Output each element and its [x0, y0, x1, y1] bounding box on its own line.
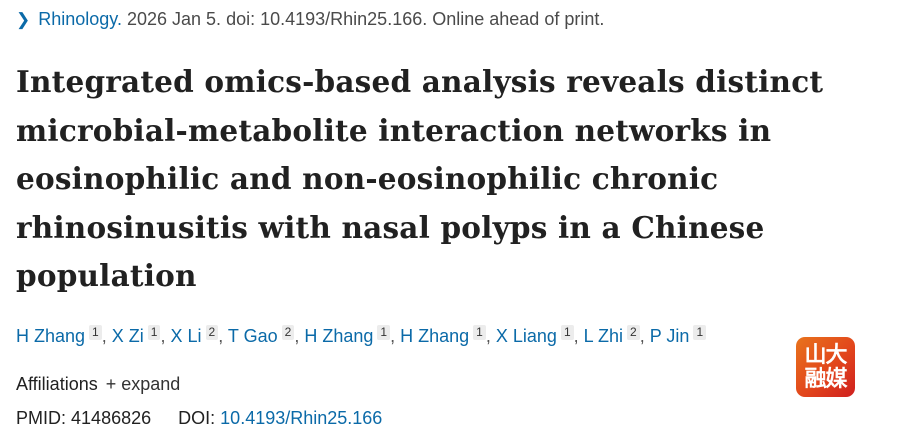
author-separator: , [294, 326, 300, 346]
affiliation-number[interactable]: 1 [147, 325, 161, 340]
watermark-line-1: 山大 [804, 342, 847, 367]
article-title: Integrated omics-based analysis reveals … [16, 64, 824, 293]
doi-link[interactable]: 10.4193/Rhin25.166 [220, 408, 383, 428]
author-link[interactable]: H Zhang [304, 326, 374, 346]
author-link[interactable]: H Zhang [16, 326, 86, 346]
journal-citation: ❯ Rhinology. 2026 Jan 5. doi: 10.4193/Rhi… [16, 6, 604, 33]
affiliation-number[interactable]: 1 [377, 325, 391, 340]
author-link[interactable]: X Liang [495, 326, 557, 346]
author-separator: , [485, 326, 491, 346]
affiliation-number[interactable]: 1 [89, 325, 102, 340]
author-link[interactable]: P Jin [649, 326, 690, 346]
watermark-line-2: 融媒 [804, 366, 847, 391]
author-separator: , [639, 326, 645, 346]
author-link[interactable]: X Zi [111, 326, 144, 346]
journal-link[interactable]: Rhinology. [38, 9, 122, 29]
author-separator: , [390, 326, 396, 346]
author-separator: , [573, 326, 579, 346]
watermark-logo: 山大 融媒 [796, 337, 855, 397]
affiliation-number[interactable]: 2 [205, 325, 219, 340]
author-link[interactable]: L Zhi [583, 326, 624, 346]
expand-affiliations-button[interactable]: + expand [105, 374, 181, 394]
author-separator: , [160, 326, 166, 346]
affiliations-label: Affiliations [16, 374, 98, 394]
affiliation-number[interactable]: 1 [473, 325, 486, 340]
identifiers: PMID: 41486826 DOI: 10.4193/Rhin25.166 [16, 405, 382, 431]
affiliation-number[interactable]: 1 [693, 325, 707, 340]
citation-text: 2026 Jan 5. doi: 10.4193/Rhin25.166. Onl… [126, 9, 605, 29]
affiliation-number[interactable]: 1 [560, 325, 574, 340]
pmid-label: PMID: [16, 408, 67, 428]
affiliations-row: Affiliations + expand [16, 371, 180, 397]
pmid-value: 41486826 [71, 408, 152, 428]
author-separator: , [218, 326, 224, 346]
doi-label: DOI: [178, 408, 216, 428]
affiliation-number[interactable]: 2 [627, 325, 640, 340]
chevron-right-icon[interactable]: ❯ [16, 10, 31, 29]
author-separator: , [101, 326, 107, 346]
author-link[interactable]: X Li [170, 326, 202, 346]
author-list: H Zhang 1, X Zi 1, X Li 2, T Gao 2, H Zhang 1… [16, 322, 707, 350]
affiliation-number[interactable]: 2 [281, 325, 295, 340]
author-link[interactable]: T Gao [227, 326, 278, 346]
author-link[interactable]: H Zhang [400, 326, 470, 346]
